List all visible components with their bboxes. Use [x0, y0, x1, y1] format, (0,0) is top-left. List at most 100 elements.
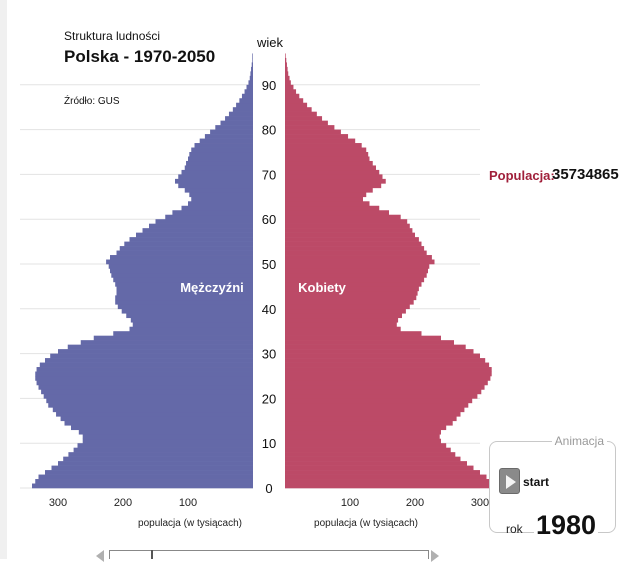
- bar-female: [285, 380, 488, 386]
- bar-female: [285, 349, 474, 354]
- slider-right-arrow-icon[interactable]: [431, 550, 439, 562]
- bar-female: [285, 264, 430, 269]
- bar-male: [194, 143, 253, 148]
- bar-female: [285, 340, 454, 345]
- bar-female: [285, 219, 408, 224]
- bar-male: [188, 156, 253, 162]
- bar-female: [285, 62, 287, 68]
- bar-female: [285, 116, 323, 121]
- bar-female: [285, 443, 447, 448]
- x-axis-label-right: populacja (w tysiącach): [314, 518, 418, 529]
- play-icon: [506, 475, 516, 489]
- bar-male: [165, 214, 253, 220]
- bar-female: [285, 84, 294, 90]
- bar-female: [285, 268, 428, 274]
- bar-female: [285, 98, 304, 104]
- chart-title: Polska - 1970-2050: [64, 47, 216, 66]
- bar-male: [56, 411, 253, 417]
- x-tick-label-right: 300: [471, 497, 489, 509]
- bar-male: [239, 98, 253, 104]
- start-button-label[interactable]: start: [523, 475, 550, 489]
- bar-female: [285, 290, 418, 296]
- chart-source: Źródło: GUS: [64, 96, 120, 107]
- bar-female: [285, 129, 341, 135]
- bar-female: [285, 214, 401, 220]
- bar-female: [285, 452, 456, 457]
- bar-male: [249, 75, 253, 81]
- bar-female: [285, 134, 349, 139]
- bar-male: [248, 80, 253, 86]
- bar-male: [116, 250, 253, 256]
- bar-female: [285, 201, 370, 207]
- bar-male: [119, 246, 253, 251]
- y-tick-label: 60: [262, 212, 276, 227]
- bar-female: [285, 438, 441, 444]
- bar-male: [108, 264, 253, 269]
- bar-female: [285, 286, 419, 292]
- play-button[interactable]: [499, 468, 520, 494]
- bar-female: [285, 183, 382, 189]
- bar-female: [285, 205, 380, 211]
- bar-female: [285, 138, 356, 144]
- bar-male: [41, 389, 253, 395]
- bar-female: [285, 210, 389, 216]
- chart-subtitle: Struktura ludności: [64, 29, 161, 43]
- bar-male: [52, 407, 253, 413]
- bar-female: [285, 429, 441, 435]
- bar-male: [178, 183, 253, 189]
- slider-left-arrow-icon[interactable]: [96, 550, 104, 562]
- year-label: rok: [506, 522, 523, 536]
- bar-female: [285, 241, 422, 247]
- bar-female: [285, 447, 451, 453]
- bar-female: [285, 326, 401, 332]
- bar-male: [68, 452, 254, 457]
- bar-female: [285, 80, 291, 86]
- series-label-female: Kobiety: [298, 280, 346, 295]
- y-tick-label: 30: [262, 347, 276, 362]
- year-value: 1980: [534, 510, 599, 540]
- bar-female: [285, 66, 288, 72]
- bar-male: [130, 317, 253, 323]
- bar-male: [39, 362, 253, 368]
- bar-male: [136, 232, 253, 238]
- bar-male: [232, 107, 253, 112]
- bar-male: [210, 129, 253, 135]
- bar-male: [82, 438, 253, 444]
- bar-male: [36, 367, 253, 372]
- bar-male: [115, 299, 253, 305]
- bar-male: [251, 66, 253, 72]
- bar-female: [285, 411, 461, 417]
- bar-male: [225, 116, 253, 121]
- bar-female: [285, 246, 425, 251]
- x-tick-label-right: 100: [341, 497, 359, 509]
- bar-male: [129, 326, 253, 332]
- bar-female: [285, 398, 473, 404]
- bar-male: [51, 465, 253, 471]
- year-slider-track[interactable]: [109, 550, 429, 559]
- bar-male: [58, 349, 253, 354]
- bar-female: [285, 295, 417, 301]
- bar-female: [285, 299, 414, 305]
- y-tick-label: 20: [262, 391, 276, 406]
- bar-male: [252, 53, 253, 59]
- bar-female: [285, 147, 367, 153]
- y-tick-label: 70: [262, 167, 276, 182]
- x-tick-label-left: 300: [49, 497, 67, 509]
- bar-male: [188, 201, 253, 207]
- bar-male: [111, 272, 253, 278]
- population-label: Populacja:: [489, 168, 555, 183]
- bar-female: [285, 107, 312, 112]
- bar-male: [36, 380, 253, 386]
- bar-male: [78, 429, 253, 435]
- bar-male: [71, 425, 253, 431]
- bar-female: [285, 57, 287, 63]
- bar-female: [285, 228, 413, 233]
- x-tick-label-right: 200: [406, 497, 424, 509]
- bar-female: [285, 308, 406, 314]
- bar-female: [285, 389, 482, 395]
- bar-female: [285, 259, 435, 265]
- bar-male: [35, 479, 253, 484]
- bar-male: [184, 187, 253, 193]
- year-slider-thumb[interactable]: [151, 550, 153, 559]
- bar-male: [228, 111, 253, 117]
